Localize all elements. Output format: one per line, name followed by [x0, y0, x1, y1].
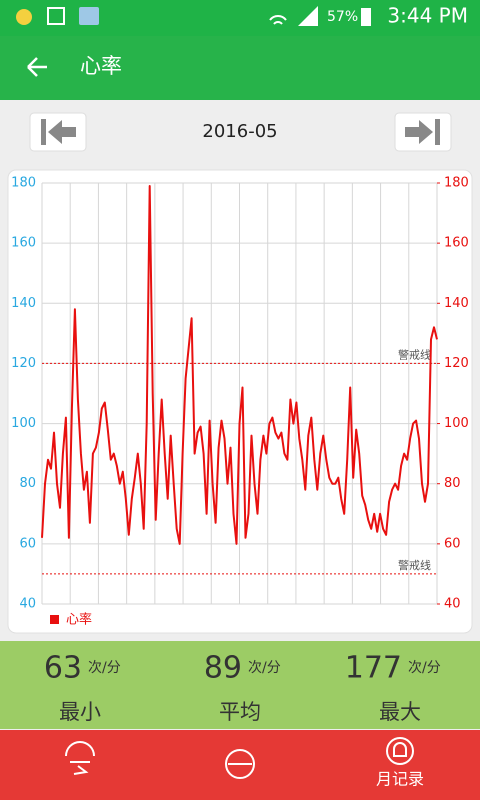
legend-label: 心率	[66, 612, 92, 628]
stats: 63 次/分最小 89 次/分平均 177 次/分最大	[44, 651, 441, 725]
warning-label: 警戒线	[398, 558, 431, 572]
y-tick-label: 100	[11, 416, 36, 431]
stat-unit: 次/分	[408, 660, 441, 676]
next-button[interactable]	[394, 112, 452, 152]
back-button[interactable]	[27, 57, 47, 77]
stat-label: 平均	[219, 700, 261, 724]
stat-unit: 次/分	[248, 660, 281, 676]
heart-rate-line	[41, 185, 438, 545]
stat-label: 最大	[379, 700, 421, 724]
warning-label: 警戒线	[398, 347, 431, 361]
y-tick-label: 40	[19, 597, 36, 612]
nav-item-month[interactable]	[386, 737, 414, 765]
prev-button[interactable]	[29, 112, 87, 152]
legend-swatch	[50, 615, 59, 624]
stats-panel	[0, 641, 480, 729]
stat-label: 最小	[59, 700, 101, 724]
battery-text: 57%	[327, 9, 358, 25]
status-icons	[16, 6, 371, 26]
y2-tick-label: 120	[444, 356, 469, 371]
y-tick-label: 160	[11, 236, 36, 251]
y2-tick-label: 40	[444, 597, 461, 612]
y2-tick-label: 160	[444, 236, 469, 251]
stat-value: 177	[345, 651, 402, 686]
y2-tick-label: 80	[444, 476, 461, 491]
y-tick-label: 180	[11, 176, 36, 191]
period-label: 2016-05	[202, 121, 277, 142]
y-tick-label: 140	[11, 296, 36, 311]
nav-label[interactable]: 月记录	[376, 770, 424, 789]
y-tick-label: 60	[19, 536, 36, 551]
y2-tick-label: 140	[444, 296, 469, 311]
stat-value: 63	[44, 651, 82, 686]
stat-value: 89	[204, 651, 242, 686]
y2-tick-label: 180	[444, 176, 469, 191]
chart: 40 60 80 100 120 140 160 180 40 60 80 100 120 140 160 1…	[11, 176, 469, 628]
y2-tick-label: 60	[444, 536, 461, 551]
y-tick-label: 80	[19, 476, 36, 491]
clock: 3:44 PM	[387, 4, 468, 28]
app-bar	[0, 36, 480, 100]
y-tick-label: 120	[11, 356, 36, 371]
stat-unit: 次/分	[88, 660, 121, 676]
y2-tick-label: 100	[444, 416, 469, 431]
nav-item-history[interactable]	[225, 749, 255, 779]
screen-title: 心率	[80, 54, 122, 78]
nav-item-realtime[interactable]	[65, 741, 95, 775]
